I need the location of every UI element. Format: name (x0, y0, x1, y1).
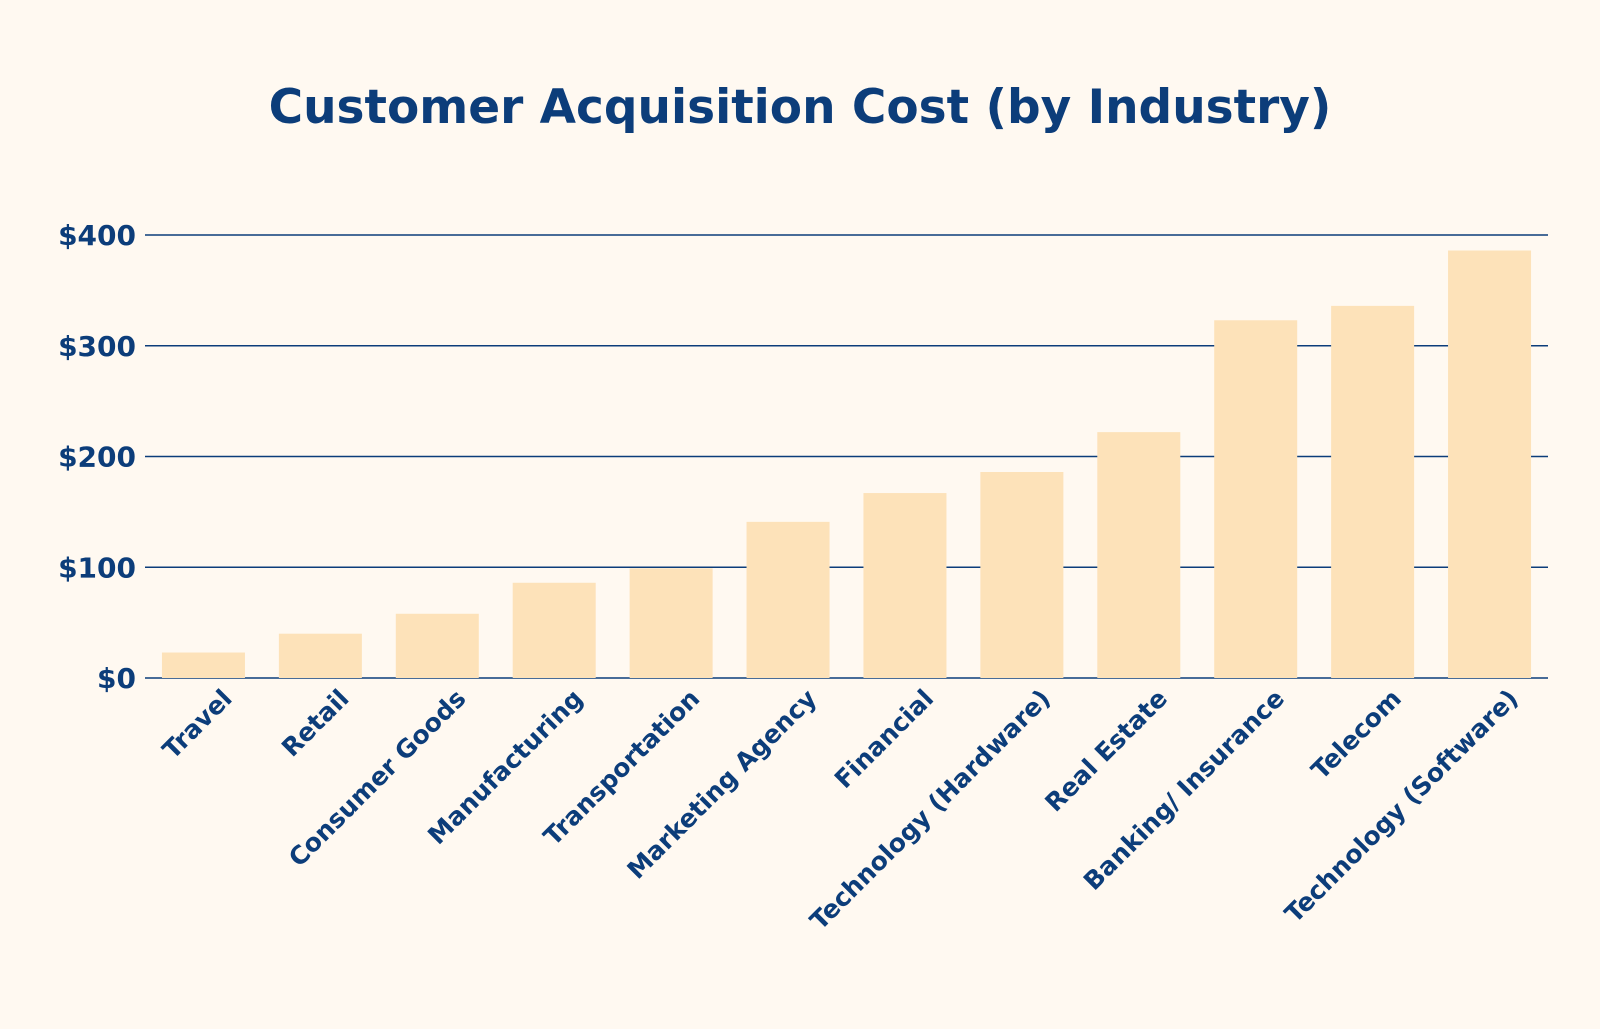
bar (1448, 250, 1532, 678)
y-tick-label: $0 (97, 662, 136, 695)
chart-title: Customer Acquisition Cost (by Industry) (269, 80, 1332, 135)
x-category-label: Telecom (1306, 684, 1407, 785)
y-tick-label: $400 (58, 219, 136, 252)
x-category-label: Technology (Hardware) (804, 684, 1056, 936)
bar (512, 582, 596, 678)
bar (746, 521, 830, 678)
x-category-label: Technology (Software) (1279, 684, 1524, 929)
bar (278, 633, 362, 678)
bar (1214, 320, 1298, 678)
x-category-label: Marketing Agency (621, 684, 822, 885)
x-category-label: Travel (157, 684, 238, 765)
bars (161, 250, 1532, 678)
x-category-label: Retail (276, 684, 355, 763)
bar (863, 493, 947, 678)
x-category-label: Financial (829, 684, 939, 794)
x-category-label: Banking/ Insurance (1078, 684, 1290, 896)
bar (980, 472, 1064, 678)
bar (1331, 305, 1415, 678)
x-category-label: Real Estate (1039, 684, 1173, 818)
y-axis-tick-labels: $0 $100 $200 $300 $400 (58, 219, 136, 695)
bar (161, 652, 245, 678)
bar (1097, 432, 1181, 678)
y-tick-label: $100 (58, 551, 136, 584)
bar (629, 568, 713, 678)
bar (395, 613, 479, 678)
gridlines (145, 234, 1548, 679)
y-tick-label: $200 (58, 441, 136, 474)
y-tick-label: $300 (58, 330, 136, 363)
